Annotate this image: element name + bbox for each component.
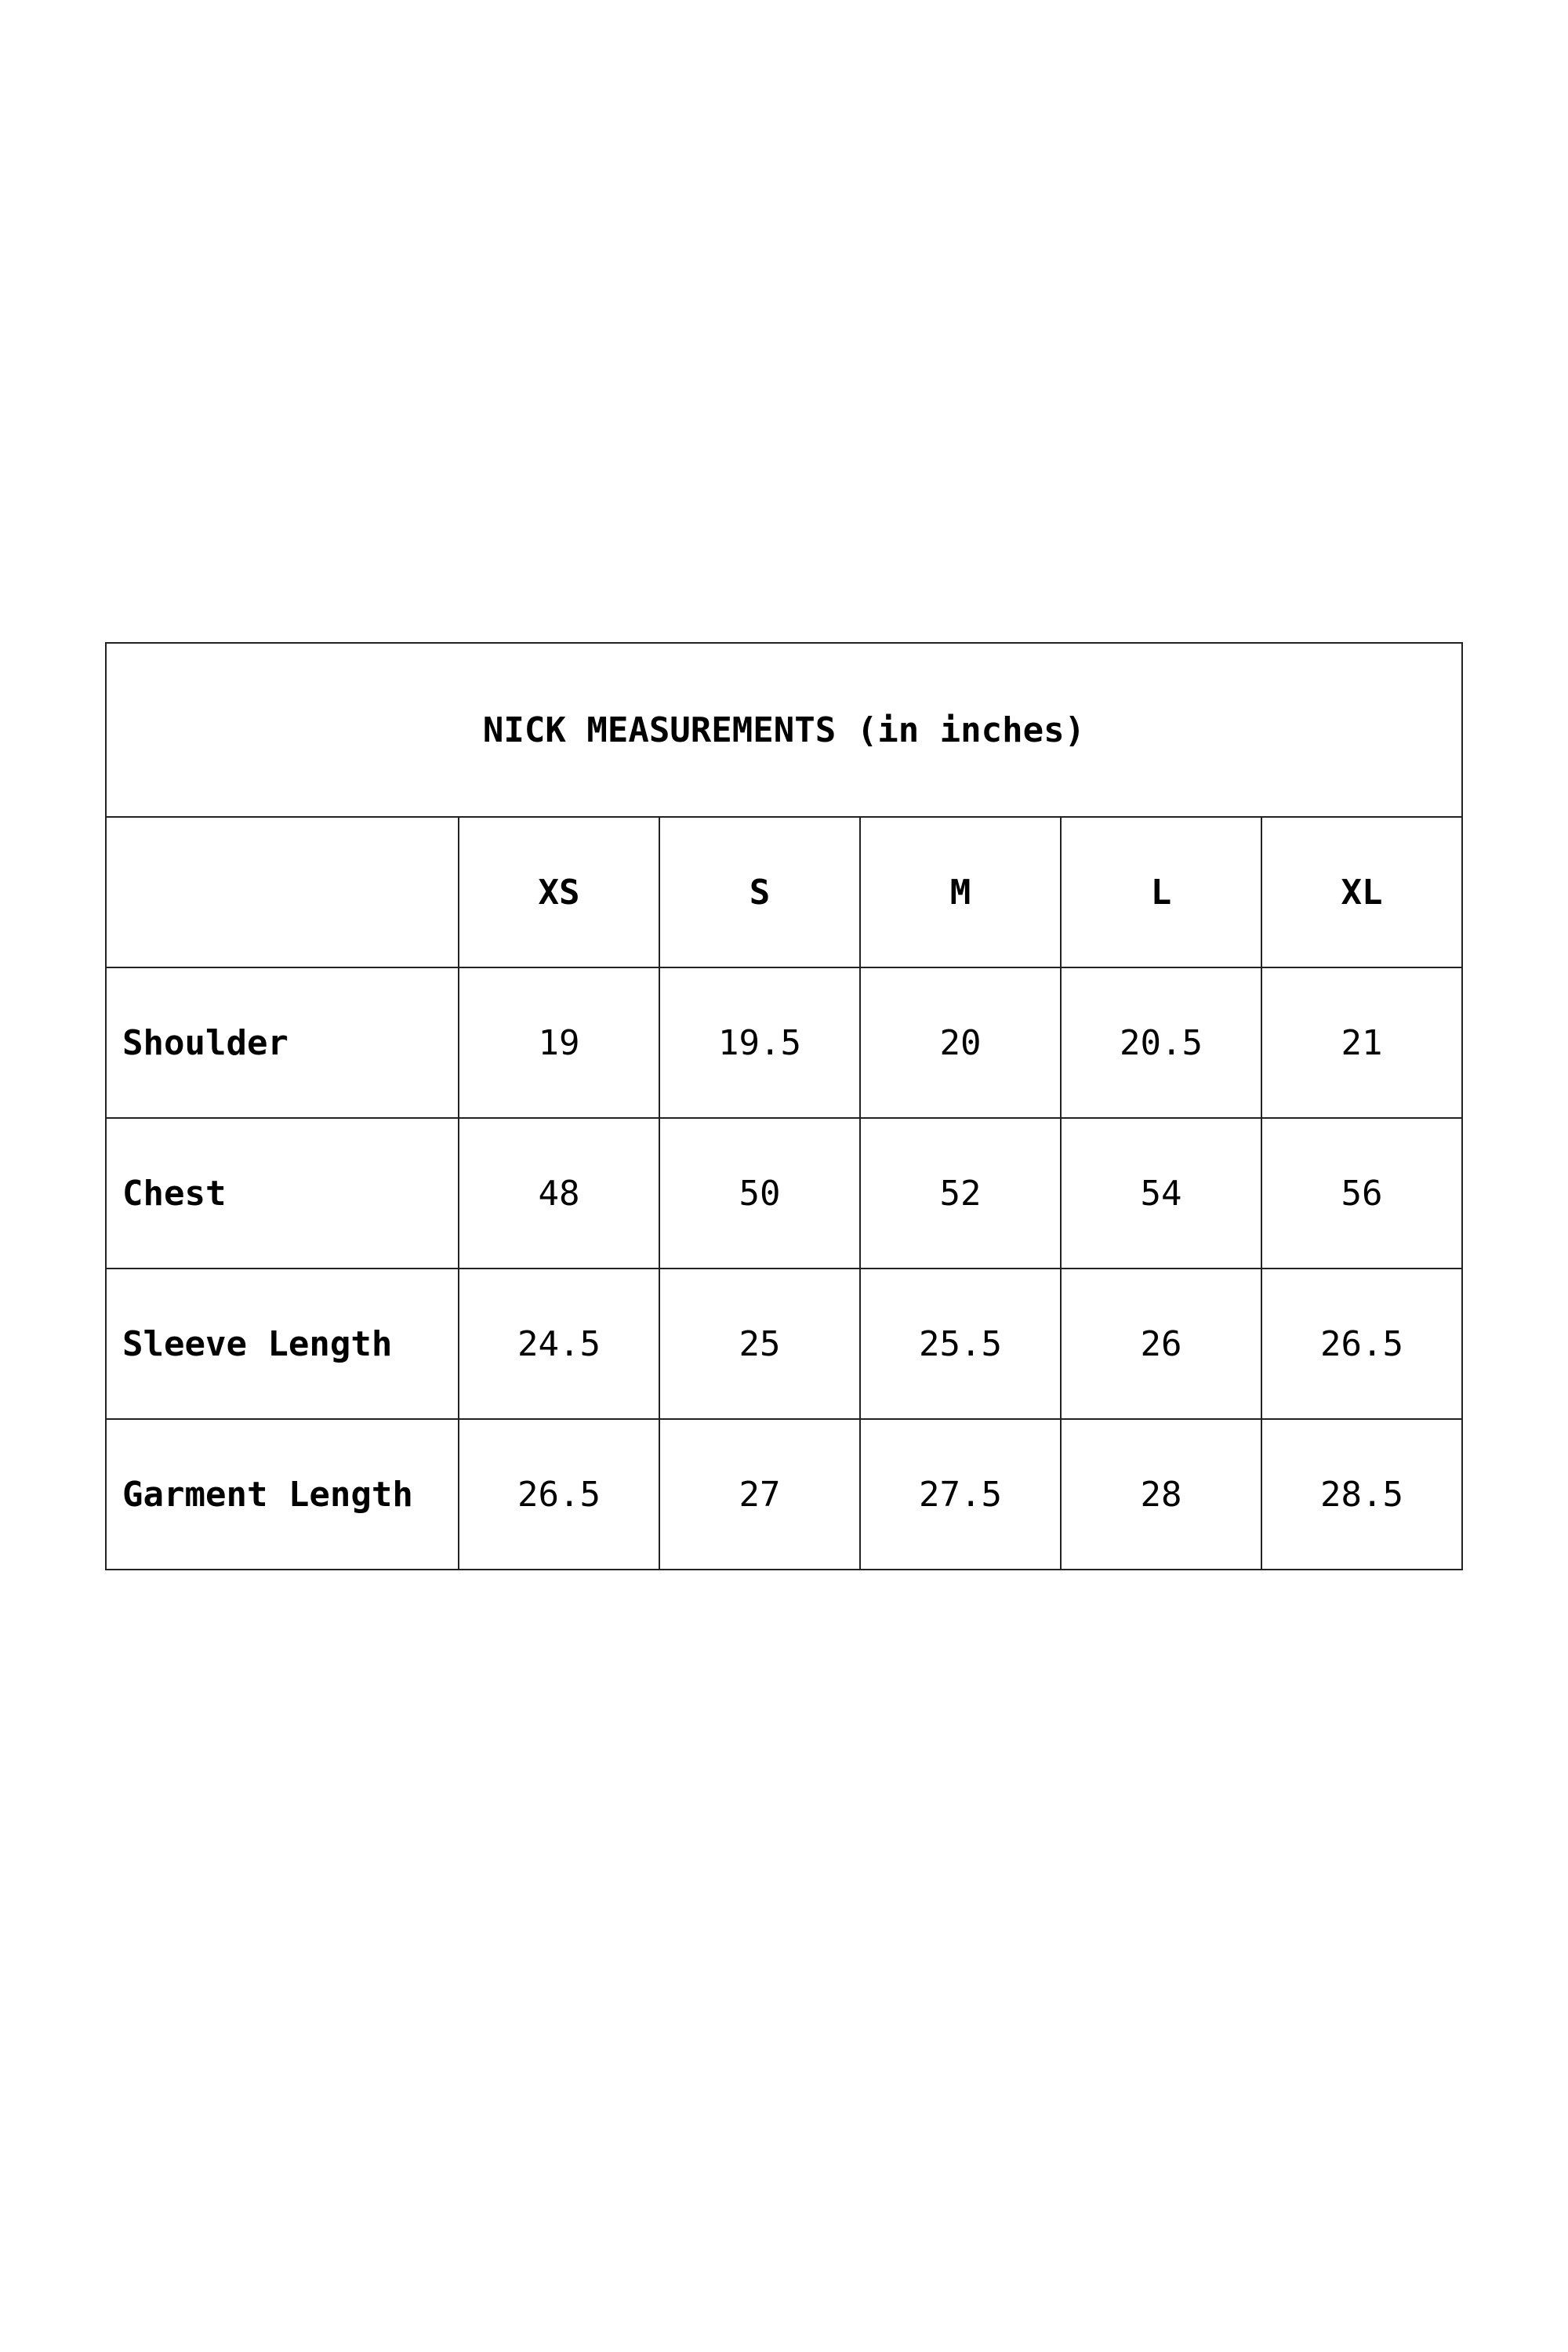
size-header: L — [1060, 816, 1262, 968]
table-cell: 54 — [1060, 1117, 1262, 1269]
table-cell: 24.5 — [458, 1268, 660, 1420]
row-label: Sleeve Length — [105, 1268, 459, 1420]
table-row: Chest 48 50 52 54 56 — [105, 1117, 1463, 1269]
table-cell: 19 — [458, 967, 660, 1119]
table-cell: 27 — [659, 1418, 861, 1570]
table-cell: 25.5 — [859, 1268, 1062, 1420]
table-cell: 19.5 — [659, 967, 861, 1119]
table-cell: 26.5 — [1261, 1268, 1463, 1420]
table-title: NICK MEASUREMENTS (in inches) — [105, 642, 1463, 818]
table-cell: 27.5 — [859, 1418, 1062, 1570]
table-cell: 21 — [1261, 967, 1463, 1119]
table-cell: 50 — [659, 1117, 861, 1269]
table-cell: 28 — [1060, 1418, 1262, 1570]
corner-cell — [105, 816, 459, 968]
table-cell: 25 — [659, 1268, 861, 1420]
table-cell: 20 — [859, 967, 1062, 1119]
size-header: XL — [1261, 816, 1463, 968]
table-cell: 26 — [1060, 1268, 1262, 1420]
table-cell: 48 — [458, 1117, 660, 1269]
table-row: Garment Length 26.5 27 27.5 28 28.5 — [105, 1418, 1463, 1570]
table-row: Shoulder 19 19.5 20 20.5 21 — [105, 967, 1463, 1119]
table-cell: 56 — [1261, 1117, 1463, 1269]
row-label: Chest — [105, 1117, 459, 1269]
size-chart-table: NICK MEASUREMENTS (in inches) XS S M L X… — [105, 642, 1463, 1570]
size-header-row: XS S M L XL — [105, 816, 1463, 968]
table-row: Sleeve Length 24.5 25 25.5 26 26.5 — [105, 1268, 1463, 1420]
size-header: S — [659, 816, 861, 968]
size-header: M — [859, 816, 1062, 968]
row-label: Garment Length — [105, 1418, 459, 1570]
row-label: Shoulder — [105, 967, 459, 1119]
table-cell: 52 — [859, 1117, 1062, 1269]
size-header: XS — [458, 816, 660, 968]
table-cell: 20.5 — [1060, 967, 1262, 1119]
table-cell: 28.5 — [1261, 1418, 1463, 1570]
table-cell: 26.5 — [458, 1418, 660, 1570]
